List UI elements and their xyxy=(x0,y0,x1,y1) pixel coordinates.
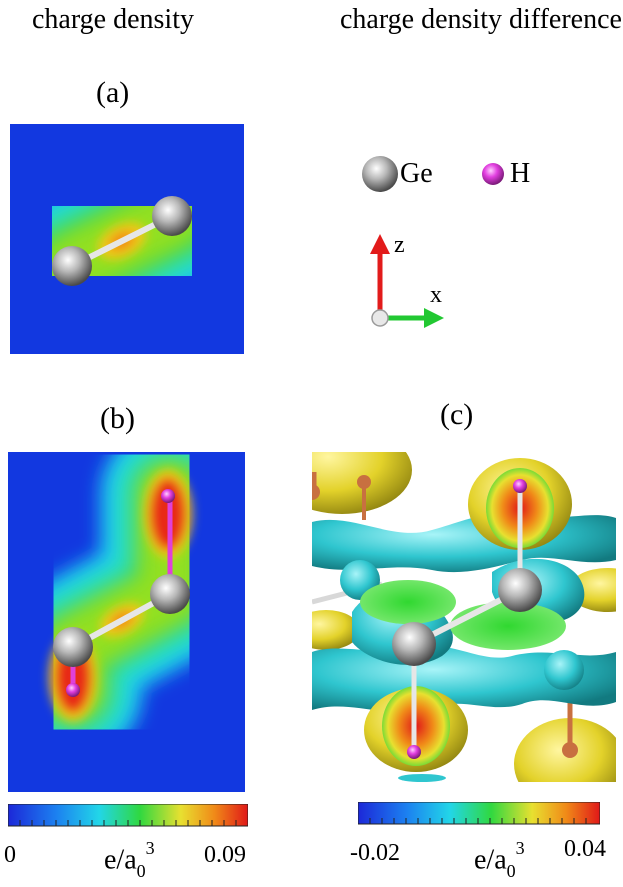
panel-label-c: (c) xyxy=(440,398,474,431)
left-colorbar-unit: e/a03 xyxy=(104,838,155,881)
panel-b-density-map xyxy=(8,452,245,792)
yellow-lobe-left xyxy=(312,610,360,650)
right-heading: charge density difference xyxy=(340,4,622,35)
panel-c-h-atom-bottom xyxy=(407,745,421,759)
right-colorbar-min: -0.02 xyxy=(350,840,400,866)
green-lobe-upper xyxy=(360,580,456,624)
panel-a-ge-atom-1 xyxy=(52,246,92,286)
panel-c-ge-atom-2 xyxy=(498,568,542,612)
z-axis-label: z xyxy=(394,232,405,258)
left-colorbar-max: 0.09 xyxy=(204,842,246,868)
panel-b-ge-atom-2 xyxy=(150,574,190,614)
panel-b-h-atom-2 xyxy=(161,489,175,503)
h-legend-label: H xyxy=(510,158,531,189)
x-axis-arrowhead xyxy=(424,308,444,328)
left-heading: charge density xyxy=(32,4,194,35)
x-axis-label: x xyxy=(430,282,442,308)
right-colorbar-ticks xyxy=(369,818,587,824)
panel-c-h-atom-top xyxy=(513,479,527,493)
panel-label-a: (a) xyxy=(96,76,130,109)
left-colorbar-ticks xyxy=(19,820,237,826)
panel-a-ge-atom-2 xyxy=(152,196,192,236)
panel-b-h-atom-1 xyxy=(66,683,80,697)
panel-label-b: (b) xyxy=(100,402,135,435)
right-colorbar-max: 0.04 xyxy=(564,836,606,862)
left-colorbar xyxy=(8,804,248,827)
right-colorbar-unit: e/a03 xyxy=(474,838,525,881)
cyan-sphere-right xyxy=(544,650,584,690)
panel-c-ge-atom-1 xyxy=(392,622,436,666)
ge-legend-icon xyxy=(362,156,398,192)
green-lobe-lower xyxy=(450,602,566,650)
ge-legend-label: Ge xyxy=(400,158,433,189)
right-colorbar xyxy=(358,802,600,825)
axes-origin xyxy=(371,309,389,327)
h-legend-icon xyxy=(482,163,504,185)
left-colorbar-min: 0 xyxy=(4,842,16,868)
z-axis-arrowhead xyxy=(370,234,390,254)
panel-c-isosurface xyxy=(312,452,616,782)
panel-b-ge-atom-1 xyxy=(53,627,93,667)
panel-a-density-map xyxy=(10,124,244,354)
axes-indicator xyxy=(370,234,444,328)
